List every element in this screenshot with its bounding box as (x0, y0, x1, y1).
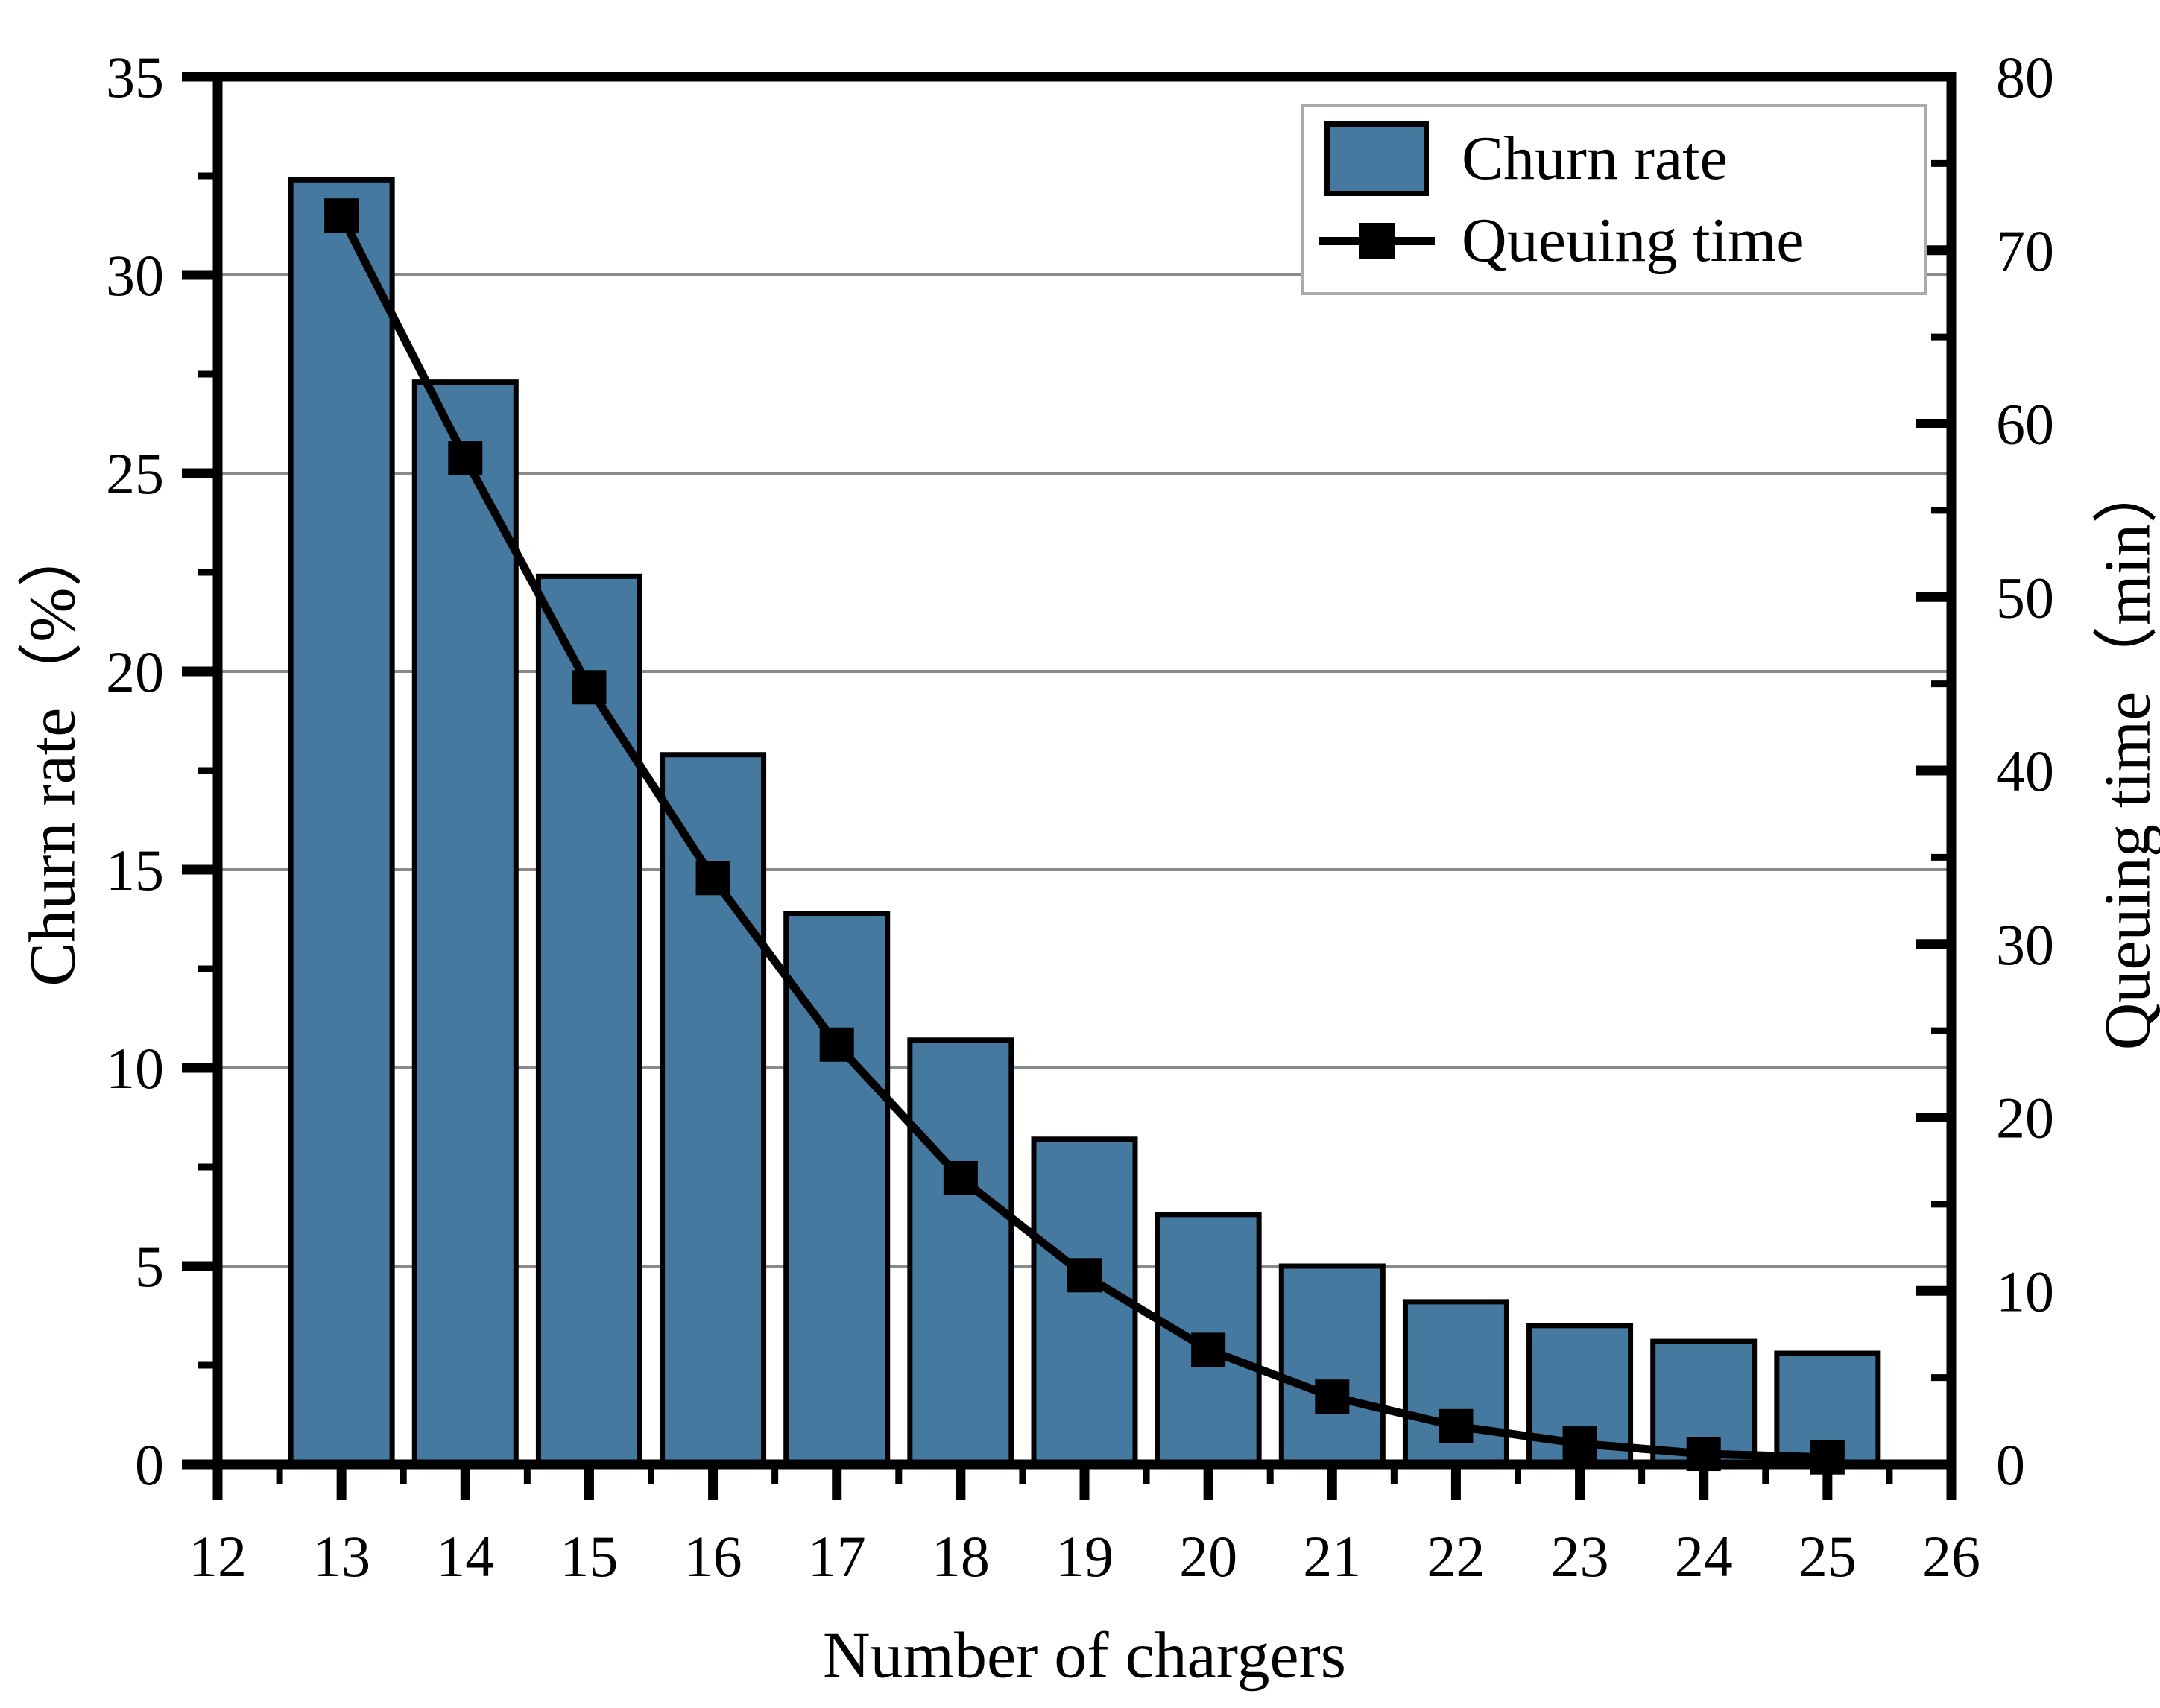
queuing-marker-chargers-13 (324, 198, 359, 233)
x-tick-label-13: 13 (312, 1524, 370, 1589)
left-tick-label-35: 35 (106, 45, 164, 110)
x-tick-label-15: 15 (560, 1524, 618, 1589)
bar-chargers-13 (291, 180, 392, 1464)
x-tick-label-23: 23 (1551, 1524, 1609, 1589)
right-tick-label-80: 80 (1996, 45, 2054, 110)
x-tick-label-16: 16 (684, 1524, 742, 1589)
left-tick-label-10: 10 (106, 1036, 164, 1101)
x-tick-label-22: 22 (1427, 1524, 1485, 1589)
x-tick-label-19: 19 (1055, 1524, 1114, 1589)
legend-entry-queuing-time: Queuing time (1324, 203, 1909, 278)
right-tick-label-0: 0 (1996, 1432, 2025, 1497)
left-tick-label-20: 20 (106, 639, 164, 704)
right-tick-label-60: 60 (1996, 392, 2054, 457)
x-tick-label-20: 20 (1179, 1524, 1237, 1589)
queuing-marker-chargers-21 (1315, 1379, 1349, 1414)
left-tick-label-30: 30 (106, 243, 164, 308)
legend-box: Churn rate Queuing time (1301, 104, 1927, 295)
x-axis-title: Number of chargers (823, 1619, 1346, 1694)
queuing-marker-chargers-22 (1439, 1409, 1473, 1443)
right-tick-label-40: 40 (1996, 738, 2054, 803)
bar-chargers-18 (910, 1040, 1011, 1464)
queuing-marker-chargers-20 (1191, 1332, 1225, 1367)
x-tick-label-18: 18 (932, 1524, 990, 1589)
bar-chargers-15 (538, 576, 640, 1464)
x-tick-label-21: 21 (1303, 1524, 1361, 1589)
right-tick-label-20: 20 (1996, 1086, 2054, 1151)
x-tick-label-12: 12 (189, 1524, 247, 1589)
churn-rate-bar-swatch-icon (1324, 121, 1429, 196)
right-tick-label-30: 30 (1996, 912, 2054, 977)
left-tick-label-15: 15 (106, 838, 164, 902)
left-y-axis-title: Churn rate（%） (0, 522, 94, 986)
queuing-marker-chargers-19 (1067, 1258, 1102, 1292)
left-tick-label-5: 5 (135, 1234, 164, 1299)
x-tick-label-24: 24 (1675, 1524, 1733, 1589)
bar-chargers-19 (1034, 1139, 1135, 1464)
bar-chargers-21 (1281, 1266, 1383, 1464)
x-tick-label-17: 17 (808, 1524, 866, 1589)
queuing-marker-chargers-18 (944, 1161, 978, 1195)
x-tick-label-25: 25 (1799, 1524, 1857, 1589)
right-tick-label-10: 10 (1996, 1259, 2054, 1323)
x-tick-label-26: 26 (1922, 1524, 1980, 1589)
legend-label-queuing-time: Queuing time (1462, 209, 1804, 272)
right-y-axis-title: Queuing time（min） (2074, 458, 2160, 1050)
queuing-marker-chargers-14 (448, 441, 482, 475)
left-tick-label-25: 25 (106, 441, 164, 506)
legend-label-churn-rate: Churn rate (1462, 127, 1728, 190)
bar-chargers-14 (414, 382, 516, 1464)
left-tick-label-0: 0 (135, 1432, 164, 1497)
queuing-marker-chargers-15 (572, 670, 606, 704)
queuing-marker-chargers-23 (1563, 1426, 1597, 1461)
queuing-time-line-marker-swatch-icon (1324, 203, 1429, 278)
queuing-marker-chargers-17 (820, 1028, 854, 1062)
right-tick-label-50: 50 (1996, 565, 2054, 630)
x-tick-label-14: 14 (436, 1524, 494, 1589)
legend-entry-churn-rate: Churn rate (1324, 121, 1909, 196)
queuing-marker-chargers-16 (696, 861, 730, 895)
right-tick-label-70: 70 (1996, 218, 2054, 283)
